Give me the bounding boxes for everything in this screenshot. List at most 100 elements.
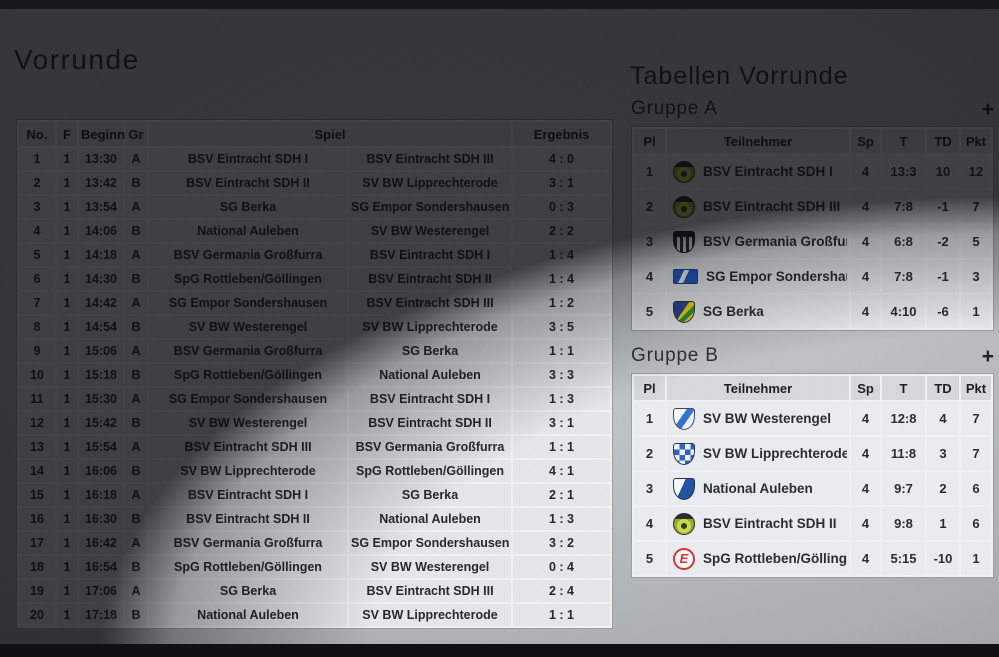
- team-name: BSV Eintracht SDH II: [703, 516, 837, 531]
- schedule-header-row: No. F Beginn Gr Spiel Ergebnis: [19, 122, 611, 146]
- team-name: BSV Eintracht SDH III: [703, 199, 841, 214]
- standings-row: 5 SG Berka 4 4:10 -6 1: [634, 295, 991, 328]
- schedule-row: 1 1 13:30 A BSV Eintracht SDH I BSV Eintracht…: [19, 148, 611, 170]
- standings-row: 2 SV BW Lipprechterode 4 11:8 3 7: [634, 437, 991, 470]
- add-icon[interactable]: +: [981, 345, 994, 369]
- team-wrap: National Auleben: [669, 477, 847, 500]
- team-rank: 4: [634, 260, 665, 293]
- germania-crest-icon: [673, 230, 695, 253]
- home-team: SpG Rottleben/Göllingen: [149, 364, 347, 386]
- match-field: 1: [57, 580, 77, 602]
- team-points: 7: [961, 190, 991, 223]
- match-time: 16:06: [79, 460, 123, 482]
- away-team: SV BW Lipprechterode: [349, 316, 512, 338]
- team-goal-diff: 4: [927, 402, 959, 435]
- empor-flag-icon: [673, 269, 698, 284]
- team-cell: BSV Germania Großfurra: [667, 225, 849, 258]
- team-goals: 11:8: [882, 437, 925, 470]
- team-points: 1: [961, 542, 991, 575]
- schedule-row: 8 1 14:54 B SV BW Westerengel SV BW Lipprecht…: [19, 316, 611, 338]
- team-points: 7: [961, 437, 991, 470]
- standings-row: 2 BSV Eintracht SDH III 4 7:8 -1 7: [634, 190, 991, 223]
- team-cell: SV BW Westerengel: [667, 402, 849, 435]
- match-group: A: [125, 484, 147, 506]
- match-field: 1: [57, 532, 77, 554]
- away-team: SV BW Lipprechterode: [349, 172, 512, 194]
- match-number: 7: [19, 292, 55, 314]
- match-result: 2 : 4: [513, 580, 611, 602]
- group-title: Gruppe B: [631, 345, 719, 366]
- team-goals: 12:8: [882, 402, 925, 435]
- schedule-row: 20 1 17:18 B National Auleben SV BW Lipprecht…: [19, 604, 611, 626]
- page-title: Vorrunde: [14, 44, 140, 75]
- eintracht-badge-icon: [673, 195, 695, 218]
- schedule-row: 12 1 15:42 B SV BW Westerengel BSV Eintracht …: [19, 412, 611, 434]
- team-wrap: BSV Eintracht SDH III: [669, 195, 847, 218]
- match-time: 16:30: [79, 508, 123, 530]
- team-rank: 5: [634, 542, 665, 575]
- match-time: 13:42: [79, 172, 123, 194]
- home-team: SpG Rottleben/Göllingen: [149, 268, 347, 290]
- auleben-shield-icon: [673, 477, 695, 500]
- group-gruppe-b: Gruppe B + Pl Teilnehmer Sp T TD Pkt 1 SV BW W…: [631, 345, 994, 578]
- team-cell: SG Empor Sondershausen: [667, 260, 849, 293]
- match-group: A: [125, 388, 147, 410]
- standings-row: 5 E SpG Rottleben/Göllingen 4 5:15 -10 1: [634, 542, 991, 575]
- match-group: A: [125, 340, 147, 362]
- standings-title: Tabellen Vorrunde: [630, 62, 849, 90]
- match-result: 3 : 1: [513, 412, 611, 434]
- group-col-pkt: Pkt: [961, 376, 991, 400]
- match-group: B: [125, 508, 147, 530]
- match-number: 20: [19, 604, 55, 626]
- away-team: BSV Eintracht SDH I: [349, 244, 512, 266]
- match-field: 1: [57, 604, 77, 626]
- team-rank: 2: [634, 437, 665, 470]
- schedule-row: 2 1 13:42 B BSV Eintracht SDH II SV BW Lippre…: [19, 172, 611, 194]
- away-team: SV BW Westerengel: [349, 220, 512, 242]
- group-col-t: T: [882, 376, 925, 400]
- home-team: SG Empor Sondershausen: [149, 292, 347, 314]
- away-team: BSV Germania Großfurra: [349, 436, 512, 458]
- team-points: 6: [961, 507, 991, 540]
- match-result: 1 : 3: [513, 508, 611, 530]
- home-team: SG Berka: [149, 196, 347, 218]
- group-col-sp: Sp: [851, 376, 880, 400]
- away-team: BSV Eintracht SDH I: [349, 388, 512, 410]
- add-icon[interactable]: +: [981, 98, 994, 122]
- team-rank: 4: [634, 507, 665, 540]
- match-number: 6: [19, 268, 55, 290]
- match-time: 16:54: [79, 556, 123, 578]
- match-group: A: [125, 292, 147, 314]
- team-name: SV BW Westerengel: [703, 411, 832, 426]
- match-result: 3 : 5: [513, 316, 611, 338]
- group-col-teilnehmer: Teilnehmer: [667, 129, 849, 153]
- team-goal-diff: 2: [927, 472, 959, 505]
- match-time: 17:06: [79, 580, 123, 602]
- match-time: 15:18: [79, 364, 123, 386]
- team-name: National Auleben: [703, 481, 813, 496]
- away-team: BSV Eintracht SDH II: [349, 268, 512, 290]
- team-rank: 1: [634, 402, 665, 435]
- match-field: 1: [57, 460, 77, 482]
- match-result: 3 : 3: [513, 364, 611, 386]
- match-time: 16:42: [79, 532, 123, 554]
- match-field: 1: [57, 340, 77, 362]
- match-number: 4: [19, 220, 55, 242]
- match-field: 1: [57, 556, 77, 578]
- match-field: 1: [57, 148, 77, 170]
- standings-row: 4SG Empor Sondershausen47:8-13: [634, 260, 991, 293]
- col-beginn: Beginn: [79, 122, 125, 146]
- match-group: A: [125, 436, 147, 458]
- home-team: BSV Germania Großfurra: [149, 244, 347, 266]
- team-games: 4: [851, 155, 880, 188]
- group-header-row: Pl Teilnehmer Sp T TD Pkt: [634, 376, 991, 400]
- match-group: B: [125, 316, 147, 338]
- team-points: 7: [961, 402, 991, 435]
- match-number: 16: [19, 508, 55, 530]
- team-rank: 5: [634, 295, 665, 328]
- group-heading: Gruppe A +: [631, 98, 994, 120]
- match-field: 1: [57, 316, 77, 338]
- match-time: 15:42: [79, 412, 123, 434]
- away-team: SpG Rottleben/Göllingen: [349, 460, 512, 482]
- home-team: National Auleben: [149, 604, 347, 626]
